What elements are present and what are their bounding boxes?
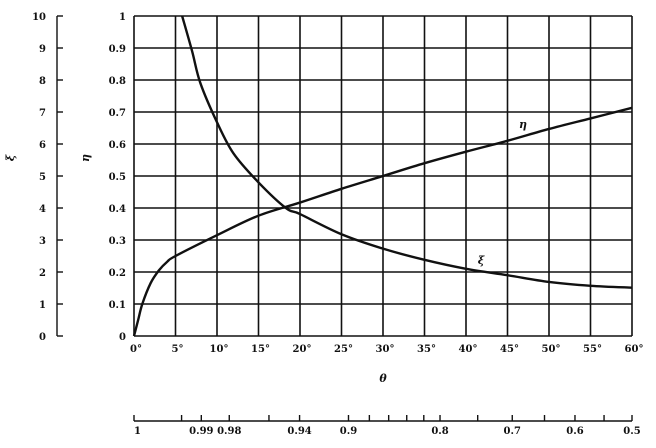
xi-tick-label: 8 (39, 76, 46, 87)
series-label-xi: ξ (478, 254, 485, 267)
xi-tick-label: 5 (39, 172, 46, 183)
grid (133, 15, 633, 337)
series-line-eta (132, 106, 633, 337)
xi-tick-label: 6 (39, 140, 46, 151)
cos-theta-scale: 1 0.99 0.98 0.94 0.9 0.8 0.7 0.6 0.5 (133, 415, 641, 437)
cos-scale-label: 0.99 (189, 426, 213, 437)
xi-tick-label: 9 (39, 44, 46, 55)
x-tick-label: 55° (583, 344, 602, 355)
cos-scale-label: 0.94 (287, 426, 311, 437)
xi-tick-label: 7 (39, 108, 46, 119)
eta-tick-label: 0.2 (109, 268, 126, 279)
cos-scale-label: 0.7 (504, 426, 521, 437)
eta-tick-label: 1 (119, 12, 126, 23)
eta-tick-label: 0.6 (109, 140, 126, 151)
xi-tick-label: 0 (39, 332, 46, 343)
x-tick-label: 10° (210, 344, 229, 355)
theta-axis: 0° 5° 10° 15° 20° 25° 30° 35° 40° 45° 50° 55° 60° (130, 344, 643, 355)
eta-tick-label: 0.5 (109, 172, 126, 183)
x-axis-label: θ (379, 372, 387, 385)
cos-scale-label: 1 (134, 426, 141, 437)
x-tick-label: 20° (293, 344, 312, 355)
cos-scale-label: 0.5 (623, 426, 640, 437)
x-tick-label: 5° (172, 344, 184, 355)
eta-axis-label: η (79, 154, 92, 162)
eta-tick-label: 0 (119, 332, 126, 343)
x-tick-label: 25° (334, 344, 353, 355)
xi-tick-label: 1 (39, 300, 46, 311)
cos-scale-label: 0.6 (566, 426, 583, 437)
xi-tick-label: 3 (39, 236, 46, 247)
xi-axis-label: ξ (4, 154, 17, 161)
x-tick-label: 30° (376, 344, 395, 355)
x-tick-label: 60° (625, 344, 644, 355)
eta-tick-label: 0.8 (109, 76, 126, 87)
cos-scale-label: 0.9 (340, 426, 357, 437)
cos-scale-label: 0.98 (217, 426, 241, 437)
xi-tick-label: 2 (39, 268, 46, 279)
xi-tick-label: 10 (32, 12, 46, 23)
series-line-xi (180, 15, 633, 289)
eta-tick-label: 0.1 (109, 300, 126, 311)
series-label-eta: η (519, 118, 527, 131)
eta-tick-label: 0.4 (109, 204, 126, 215)
x-tick-label: 50° (542, 344, 561, 355)
x-tick-label: 15° (251, 344, 270, 355)
eta-tick-label: 0.7 (109, 108, 126, 119)
xi-tick-label: 4 (39, 204, 46, 215)
eta-tick-label: 0.3 (109, 236, 126, 247)
x-tick-label: 40° (459, 344, 478, 355)
series (132, 15, 633, 337)
eta-axis: 0 0.1 0.2 0.3 0.4 0.5 0.6 0.7 0.8 0.9 1 (109, 12, 126, 343)
x-tick-label: 35° (417, 344, 436, 355)
xi-axis: 0 1 2 3 4 5 6 7 8 9 10 (32, 12, 63, 343)
cos-scale-label: 0.8 (431, 426, 448, 437)
x-tick-label: 0° (130, 344, 142, 355)
eta-tick-label: 0.9 (109, 44, 126, 55)
x-tick-label: 45° (500, 344, 519, 355)
